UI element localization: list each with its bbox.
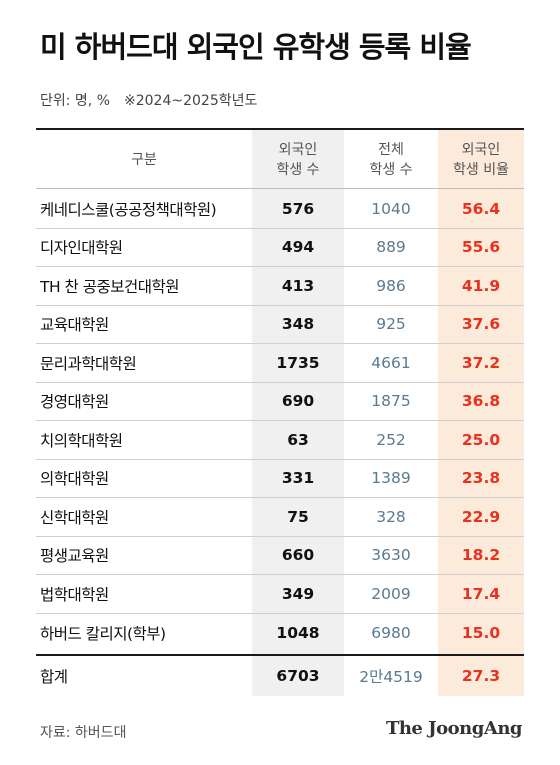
row-intl-students: 1048 <box>276 623 320 642</box>
table-body: 케네디스쿨(공공정책대학원) 576 1040 56.4 디자인대학원 494 889 55.… <box>36 190 524 652</box>
row-intl-ratio: 22.9 <box>461 507 501 526</box>
row-total-students: 889 <box>376 238 406 257</box>
row-intl-students: 348 <box>281 315 315 334</box>
table-row: 치의학대학원 63 252 25.0 <box>36 421 524 460</box>
row-intl-ratio: 36.8 <box>461 392 501 411</box>
row-intl-ratio: 25.0 <box>461 430 501 449</box>
row-intl-students: 413 <box>281 276 315 295</box>
row-intl-students: 576 <box>281 199 315 218</box>
row-total-students: 4661 <box>371 353 411 372</box>
unit-note-line: 단위: 명, % ※2024~2025학년도 <box>40 90 257 110</box>
table-row: 교육대학원 348 925 37.6 <box>36 306 524 344</box>
row-total-students: 328 <box>376 507 406 526</box>
row-intl-ratio: 18.2 <box>461 546 501 565</box>
row-intl-students: 494 <box>281 238 315 257</box>
table-top-rule <box>36 128 524 130</box>
row-name: 교육대학원 <box>40 316 109 335</box>
total-row: 합계 6703 2만4519 27.3 <box>36 656 524 696</box>
row-intl-students: 349 <box>281 584 315 603</box>
row-intl-ratio: 37.6 <box>461 315 501 334</box>
row-intl-ratio: 56.4 <box>461 199 501 218</box>
table-row: TH 찬 공중보건대학원 413 986 41.9 <box>36 267 524 306</box>
header-intl-students: 외국인 학생 수 <box>276 141 320 178</box>
total-row-ratio: 27.3 <box>461 667 501 685</box>
row-name: 경영대학원 <box>40 393 109 412</box>
row-total-students: 2009 <box>371 584 411 603</box>
table-row: 디자인대학원 494 889 55.6 <box>36 229 524 267</box>
table-row: 문리과학대학원 1735 4661 37.2 <box>36 344 524 383</box>
row-name: 의학대학원 <box>40 470 109 489</box>
row-name: 하버드 칼리지(학부) <box>40 624 166 643</box>
total-row-name: 합계 <box>40 668 68 686</box>
table-row: 케네디스쿨(공공정책대학원) 576 1040 56.4 <box>36 190 524 229</box>
page-title: 미 하버드대 외국인 유학생 등록 비율 <box>40 30 472 64</box>
table-header: 구분 외국인 학생 수 전체 학생 수 외국인 학생 비율 <box>36 130 524 189</box>
header-total-students: 전체 학생 수 <box>369 141 413 178</box>
row-total-students: 1875 <box>371 392 411 411</box>
table-row: 의학대학원 331 1389 23.8 <box>36 460 524 498</box>
intl-column-highlight <box>252 128 344 696</box>
row-intl-students: 331 <box>281 469 315 488</box>
row-intl-ratio: 37.2 <box>461 353 501 372</box>
row-name: 치의학대학원 <box>40 431 123 450</box>
table-row: 경영대학원 690 1875 36.8 <box>36 383 524 421</box>
table-row: 법학대학원 349 2009 17.4 <box>36 575 524 614</box>
row-total-students: 252 <box>376 430 406 449</box>
table-row: 하버드 칼리지(학부) 1048 6980 15.0 <box>36 614 524 653</box>
row-total-students: 986 <box>376 276 406 295</box>
row-total-students: 925 <box>376 315 406 334</box>
source-note: 자료: 하버드대 <box>40 725 127 741</box>
row-total-students: 1040 <box>371 199 411 218</box>
row-intl-ratio: 17.4 <box>461 584 501 603</box>
row-name: 문리과학대학원 <box>40 354 137 373</box>
header-category: 구분 <box>131 151 157 168</box>
row-name: TH 찬 공중보건대학원 <box>40 277 180 296</box>
year-note: ※2024~2025학년도 <box>124 93 258 109</box>
row-intl-ratio: 41.9 <box>461 276 501 295</box>
row-intl-ratio: 15.0 <box>461 623 501 642</box>
table-row: 평생교육원 660 3630 18.2 <box>36 537 524 575</box>
total-divider-rule <box>36 654 524 656</box>
total-row-intl: 6703 <box>276 667 320 685</box>
row-total-students: 1389 <box>371 469 411 488</box>
row-total-students: 3630 <box>371 546 411 565</box>
unit-note: 단위: 명, % <box>40 93 111 109</box>
row-intl-students: 660 <box>281 546 315 565</box>
publisher-logo: The JoongAng <box>385 718 523 739</box>
row-name: 법학대학원 <box>40 585 109 604</box>
table-row: 신학대학원 75 328 22.9 <box>36 498 524 537</box>
row-name: 케네디스쿨(공공정책대학원) <box>40 200 217 219</box>
row-name: 디자인대학원 <box>40 239 123 258</box>
total-row-total: 2만4519 <box>359 668 423 686</box>
row-intl-ratio: 55.6 <box>461 238 501 257</box>
row-intl-students: 75 <box>287 507 309 526</box>
row-intl-students: 1735 <box>276 353 320 372</box>
row-name: 평생교육원 <box>40 547 109 566</box>
ratio-column-highlight <box>438 128 524 696</box>
row-intl-students: 690 <box>281 392 315 411</box>
row-intl-ratio: 23.8 <box>461 469 501 488</box>
row-total-students: 6980 <box>371 623 411 642</box>
row-name: 신학대학원 <box>40 508 109 527</box>
header-intl-ratio: 외국인 학생 비율 <box>453 141 509 178</box>
row-intl-students: 63 <box>287 430 309 449</box>
